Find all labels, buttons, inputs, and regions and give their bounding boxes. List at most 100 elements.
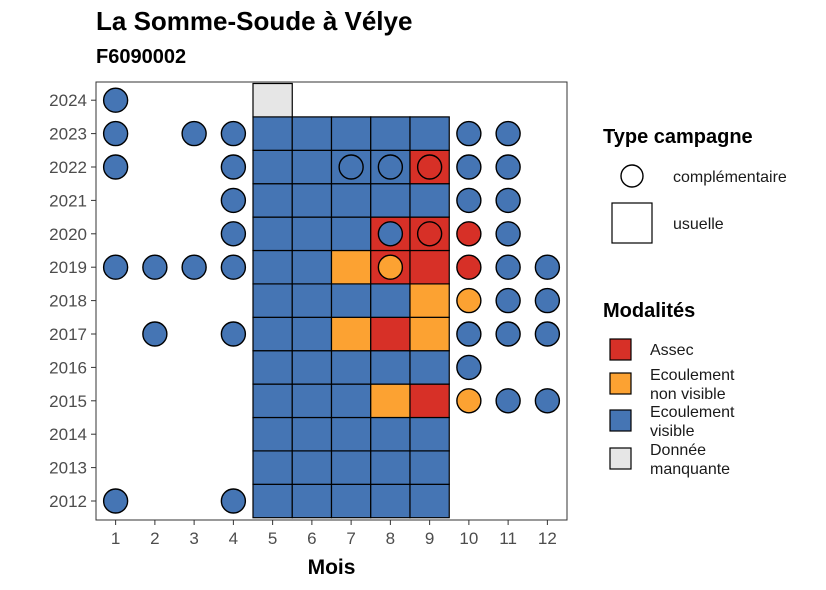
data-point (495, 287, 521, 314)
y-tick-label: 2015 (49, 392, 87, 411)
y-tick-label: 2013 (49, 459, 87, 478)
data-point (456, 388, 482, 414)
data-square (252, 383, 293, 419)
data-square (291, 249, 333, 285)
data-square (252, 116, 293, 151)
data-point (377, 254, 404, 280)
data-square (330, 116, 372, 151)
legend-type-label: complémentaire (673, 169, 787, 186)
data-square (252, 483, 293, 519)
legend-label-manquante: manquante (650, 461, 730, 478)
data-square (291, 183, 333, 218)
data-square (330, 450, 372, 485)
data-point (495, 221, 521, 247)
data-square (370, 483, 411, 519)
x-tick-label: 7 (346, 529, 355, 548)
y-tick-label: 2022 (49, 158, 87, 177)
data-square (330, 483, 372, 519)
data-point (495, 154, 521, 180)
data-point (220, 187, 247, 214)
data-point (220, 221, 247, 247)
x-tick-label: 6 (307, 529, 316, 548)
data-square (291, 383, 333, 419)
data-square (291, 350, 333, 385)
data-point (534, 388, 561, 414)
data-point (534, 321, 561, 347)
data-square (252, 316, 293, 352)
legend-swatch-manquante (609, 447, 632, 470)
data-point (220, 321, 247, 347)
data-point (495, 254, 521, 280)
data-point (220, 488, 247, 514)
x-tick-label: 2 (150, 529, 159, 548)
legend-label-assec: Assec (650, 342, 694, 359)
data-square (330, 249, 372, 285)
data-point (416, 221, 443, 247)
data-square (409, 416, 450, 452)
data-square (330, 216, 372, 252)
chart-subtitle: F6090002 (96, 46, 187, 68)
data-point (456, 154, 482, 180)
data-square (252, 283, 293, 318)
data-square (252, 149, 293, 185)
x-tick-label: 12 (538, 529, 557, 548)
data-square (409, 316, 450, 352)
data-point (142, 321, 168, 347)
data-square (291, 416, 333, 452)
x-tick-label: 8 (386, 529, 395, 548)
x-axis-title: Mois (308, 556, 356, 579)
data-point (220, 254, 247, 280)
data-square (370, 350, 411, 385)
legend-type-label: usuelle (673, 216, 724, 233)
y-tick-label: 2017 (49, 325, 87, 344)
data-point (456, 221, 482, 247)
data-square (409, 483, 450, 519)
data-point (142, 254, 168, 280)
data-square (330, 283, 372, 318)
data-square (409, 450, 450, 485)
data-square (330, 383, 372, 419)
data-square (252, 82, 293, 118)
data-point (495, 321, 521, 347)
legend-label-manquante: Donnée (650, 442, 706, 459)
data-point (456, 187, 482, 214)
x-tick-label: 9 (425, 529, 434, 548)
data-point (102, 254, 129, 280)
data-point (456, 321, 482, 347)
data-square (330, 350, 372, 385)
y-tick-label: 2020 (49, 225, 87, 244)
data-square (370, 283, 411, 318)
y-tick-label: 2021 (49, 191, 87, 210)
data-point (534, 287, 561, 314)
legend-modalites-title: Modalités (603, 300, 695, 322)
data-square (291, 216, 333, 252)
data-square (291, 283, 333, 318)
data-point (377, 154, 404, 180)
data-point (456, 354, 482, 381)
legend-swatch-nonvisible (609, 372, 632, 395)
x-tick-label: 11 (499, 529, 517, 548)
y-tick-label: 2023 (49, 125, 87, 144)
data-square (291, 316, 333, 352)
data-square (252, 183, 293, 218)
data-square (370, 116, 411, 151)
y-tick-label: 2012 (49, 492, 87, 511)
data-square (291, 116, 333, 151)
data-square (370, 316, 411, 352)
data-point (495, 120, 521, 147)
data-square (409, 350, 450, 385)
data-point (220, 154, 247, 180)
data-square (409, 183, 450, 218)
data-point (102, 87, 129, 113)
y-tick-label: 2014 (49, 425, 87, 444)
data-square (330, 183, 372, 218)
data-point (102, 154, 129, 180)
data-square (252, 249, 293, 285)
data-square (370, 416, 411, 452)
legend-label-nonvisible: Ecoulement (650, 367, 735, 384)
data-square (409, 383, 450, 419)
x-tick-label: 1 (111, 529, 120, 548)
legend-label-nonvisible: non visible (650, 386, 726, 403)
data-point (456, 254, 482, 280)
